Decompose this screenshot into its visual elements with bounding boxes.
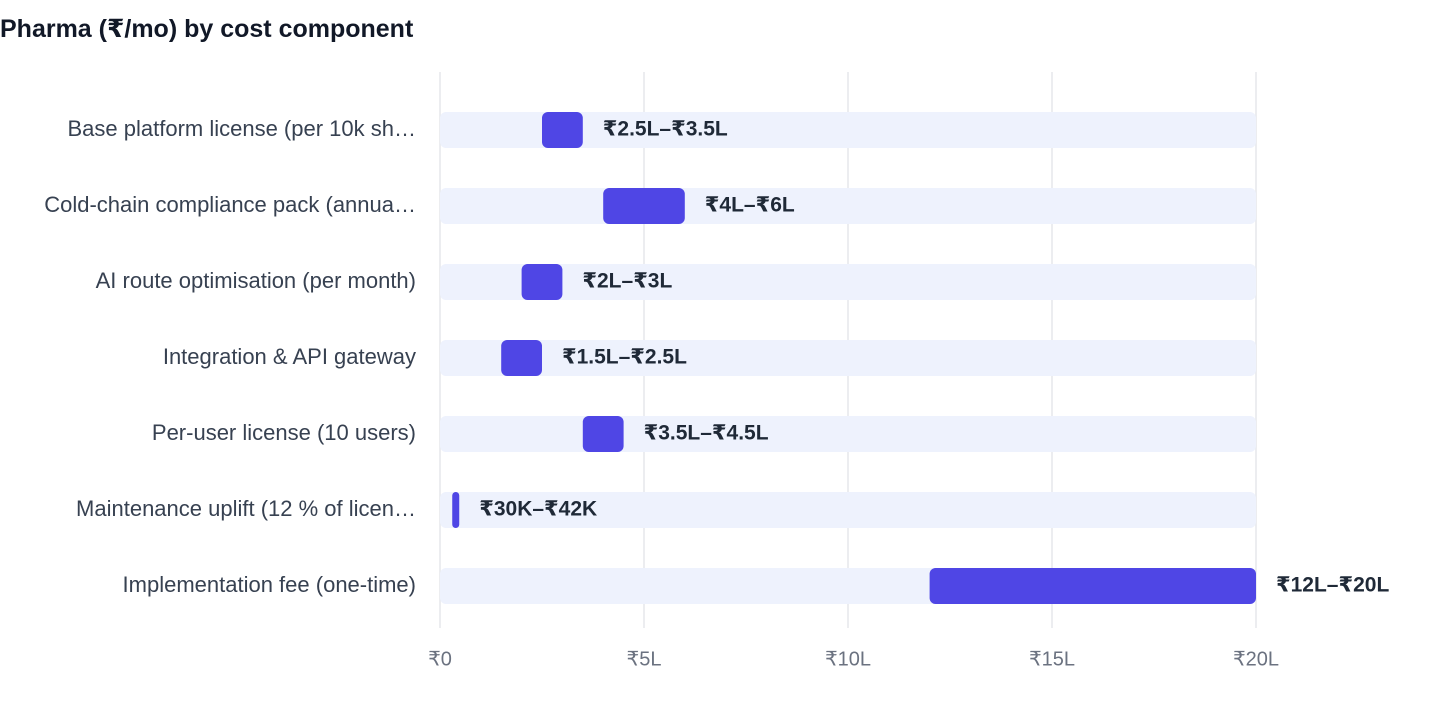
range-bar [452, 492, 460, 528]
bar-track [440, 340, 1256, 376]
range-bar [929, 568, 1256, 604]
x-tick-label: ₹20L [1233, 648, 1279, 670]
bar-track [440, 264, 1256, 300]
category-label: Integration & API gateway [163, 344, 416, 369]
bar-track [440, 188, 1256, 224]
range-bar [521, 264, 563, 300]
category-label: Base platform license (per 10k sh… [68, 116, 417, 141]
range-bar [501, 340, 542, 376]
value-label: ₹3.5L–₹4.5L [644, 422, 769, 445]
bar-track [440, 416, 1256, 452]
x-tick-label: ₹5L [627, 648, 662, 670]
value-label: ₹2L–₹3L [582, 270, 672, 293]
x-tick-label: ₹10L [825, 648, 871, 670]
range-bars [452, 112, 1256, 604]
value-label: ₹2.5L–₹3.5L [603, 118, 728, 141]
bar-track [440, 112, 1256, 148]
value-labels: ₹2.5L–₹3.5L ₹4L–₹6L ₹2L–₹3L ₹1.5L–₹2.5L ₹3.5… [479, 118, 1389, 597]
range-bar [582, 416, 624, 452]
category-label: Maintenance uplift (12 % of licen… [76, 496, 416, 521]
category-label: Implementation fee (one-time) [123, 572, 416, 597]
category-label: AI route optimisation (per month) [96, 268, 416, 293]
category-label: Cold-chain compliance pack (annua… [44, 192, 416, 217]
range-bar [542, 112, 583, 148]
value-label: ₹30K–₹42K [479, 498, 597, 521]
bar-track [440, 492, 1256, 528]
range-bar [603, 188, 685, 224]
value-label: ₹1.5L–₹2.5L [562, 346, 687, 369]
chart-title: Pharma (₹/mo) by cost component [0, 15, 414, 43]
value-label: ₹4L–₹6L [705, 194, 795, 217]
category-labels: Base platform license (per 10k sh… Cold-c… [44, 116, 416, 597]
category-label: Per-user license (10 users) [152, 420, 416, 445]
value-label: ₹12L–₹20L [1276, 574, 1389, 597]
x-tick-label: ₹15L [1029, 648, 1075, 670]
x-tick-label: ₹0 [428, 648, 452, 670]
x-axis-ticks: ₹0 ₹5L ₹10L ₹15L ₹20L [428, 648, 1279, 670]
